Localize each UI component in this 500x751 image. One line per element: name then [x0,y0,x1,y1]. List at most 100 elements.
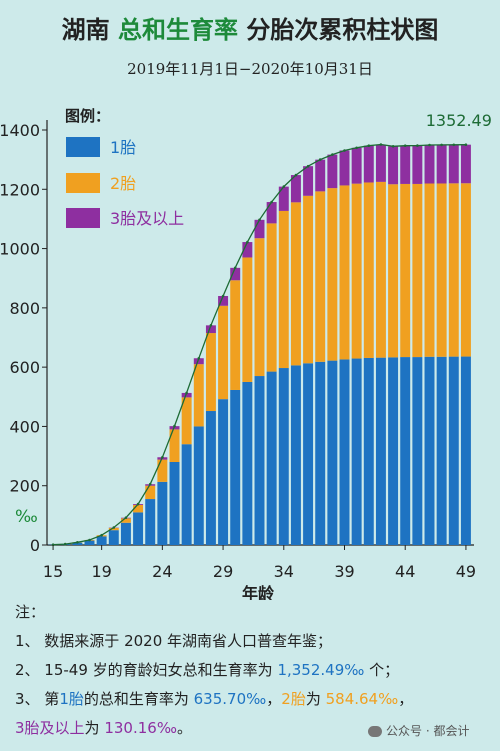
cumulative-point [452,143,456,147]
cumulative-point [136,502,140,506]
bar-segment-first [375,357,386,545]
bar-segment-first [72,542,83,545]
note-3-b: 1胎 [59,690,84,708]
wechat-icon [368,726,382,737]
bar-segment-first [303,363,314,545]
note-2-value: 1,352.49‰ [277,661,365,679]
cumulative-point [355,146,358,150]
x-tick-label: 24 [152,562,172,581]
cumulative-point [51,543,55,546]
cumulative-point [391,145,395,148]
note-line-3: 3、 第1胎的总和生育率为 635.70‰，2胎为 584.64‰， [15,685,495,714]
bar-segment-third [412,145,423,184]
bar-segment-first [388,357,399,545]
bar-segment-second [145,485,156,500]
bar-segment-second [315,191,326,362]
cumulative-point [246,240,249,244]
cumulative-point [464,143,468,146]
cumulative-point [76,541,79,544]
cumulative-point [161,456,164,459]
bar-segment-third [193,358,204,365]
note-3-c: 的总和生育率为 [83,690,194,708]
bar-segment-first [120,522,131,545]
bar-segment-first [315,361,326,545]
bar-segment-second [242,257,253,382]
bar-segment-second [193,364,204,427]
bar-segment-second [424,183,435,357]
bar-segment-third [351,147,362,184]
note-2-suffix: 个； [364,661,400,679]
cumulative-point [88,538,91,542]
bar-segment-third [278,186,289,211]
cumulative-point [233,266,237,270]
bar-segment-third [424,144,435,184]
bar-segment-first [278,368,289,545]
watermark: 公众号 · 都会计 [368,722,469,739]
note-4-d: 。 [176,719,192,737]
x-axis-label: 年龄 [242,584,275,600]
bar-segment-third [400,145,411,184]
bar-segment-second [278,210,289,369]
note-line-1: 1、 数据来源于 2020 年湖南省人口普查年鉴； [15,632,333,650]
bar-segment-second [448,183,459,357]
cumulative-point [112,526,116,529]
bar-segment-third [315,159,326,192]
bar-segment-first [448,356,459,545]
cumulative-point [318,158,322,161]
bar-segment-third [363,145,374,183]
cumulative-point [306,164,310,168]
bar-segment-first [351,358,362,545]
cumulative-point [294,173,298,177]
cumulative-point [343,149,346,152]
bar-segment-third [254,219,265,239]
cumulative-point [282,185,286,188]
cumulative-point [173,424,176,428]
bar-segment-first [157,481,168,545]
y-unit-label: ‰ [15,507,38,527]
bar-segment-first [193,426,204,545]
bar-segment-third [303,166,314,196]
bar-segment-second [181,397,192,445]
bar-segment-first [400,357,411,545]
cumulative-point [148,482,152,486]
cumulative-point [63,542,67,546]
bar-segment-second [266,223,277,372]
y-tick-label: 0 [30,536,40,555]
bar-segment-first [205,411,216,545]
cumulative-point [258,218,261,222]
y-tick-label: 800 [9,299,40,318]
legend-swatch [66,208,100,228]
bar-segment-third [339,150,350,186]
bar-segment-second [120,518,131,523]
legend-swatch [66,173,100,193]
bar-segment-first [242,381,253,545]
cumulative-point [416,144,419,147]
bar-segment-third [266,202,277,224]
bar-segment-second [363,182,374,358]
bar-segment-third [230,267,241,281]
title-part3: 分胎次累积柱状图 [246,16,439,44]
x-tick-label: 44 [395,562,415,581]
bar-segment-second [375,181,386,358]
bar-segment-second [290,202,301,366]
bar-segment-third [218,296,229,306]
x-tick-label: 39 [334,562,354,581]
note-3-d: 635.70‰ [193,690,267,708]
y-tick-label: 1000 [0,240,40,259]
cumulative-point [124,516,128,519]
bar-segment-third [181,392,192,398]
bar-segment-third [460,144,471,184]
bar-segment-second [108,527,119,531]
title-part1: 湖南 [61,16,110,44]
bar-segment-first [108,530,119,545]
note-2-prefix: 2、 15-49 岁的育龄妇女总和生育率为 [15,661,278,679]
bar-segment-first [169,462,180,545]
cumulative-point [270,200,273,204]
note-line-4: 3胎及以上为 130.16‰。 [15,714,495,743]
bar-segment-third [242,242,253,258]
legend-label: 2胎 [110,174,136,193]
bar-segment-second [460,183,471,357]
cumulative-point [428,143,431,147]
notes-section: 注： 1、 数据来源于 2020 年湖南省人口普查年鉴； 2、 15-49 岁的… [15,598,495,743]
bar-segment-third [205,325,216,334]
